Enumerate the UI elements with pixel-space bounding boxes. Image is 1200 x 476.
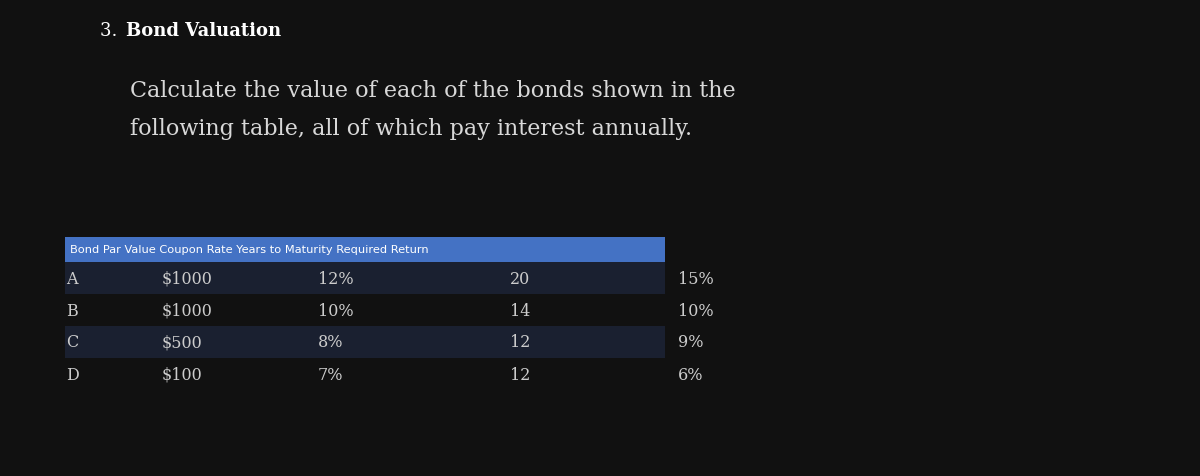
Text: 3.: 3. xyxy=(100,22,124,40)
Text: Bond Valuation: Bond Valuation xyxy=(126,22,282,40)
Text: 10%: 10% xyxy=(678,302,714,319)
Text: 15%: 15% xyxy=(678,270,714,287)
Text: 10%: 10% xyxy=(318,302,354,319)
Text: $1000: $1000 xyxy=(162,270,212,287)
Text: 6%: 6% xyxy=(678,366,703,383)
Text: following table, all of which pay interest annually.: following table, all of which pay intere… xyxy=(130,118,692,140)
Text: 20: 20 xyxy=(510,270,530,287)
Text: 12%: 12% xyxy=(318,270,354,287)
Text: Calculate the value of each of the bonds shown in the: Calculate the value of each of the bonds… xyxy=(130,80,736,102)
Bar xyxy=(65,238,665,262)
Bar xyxy=(65,327,665,358)
Text: 8%: 8% xyxy=(318,334,343,351)
Text: D: D xyxy=(66,366,79,383)
Text: $1000: $1000 xyxy=(162,302,212,319)
Text: 12: 12 xyxy=(510,334,530,351)
Text: B: B xyxy=(66,302,78,319)
Text: 12: 12 xyxy=(510,366,530,383)
Text: 14: 14 xyxy=(510,302,530,319)
Bar xyxy=(65,358,665,390)
Text: C: C xyxy=(66,334,78,351)
Text: A: A xyxy=(66,270,78,287)
Text: 7%: 7% xyxy=(318,366,343,383)
Text: $100: $100 xyxy=(162,366,203,383)
Text: 9%: 9% xyxy=(678,334,703,351)
Text: Bond Par Value Coupon Rate Years to Maturity Required Return: Bond Par Value Coupon Rate Years to Matu… xyxy=(70,245,428,255)
Text: $500: $500 xyxy=(162,334,203,351)
Bar xyxy=(65,294,665,327)
Bar xyxy=(65,262,665,294)
